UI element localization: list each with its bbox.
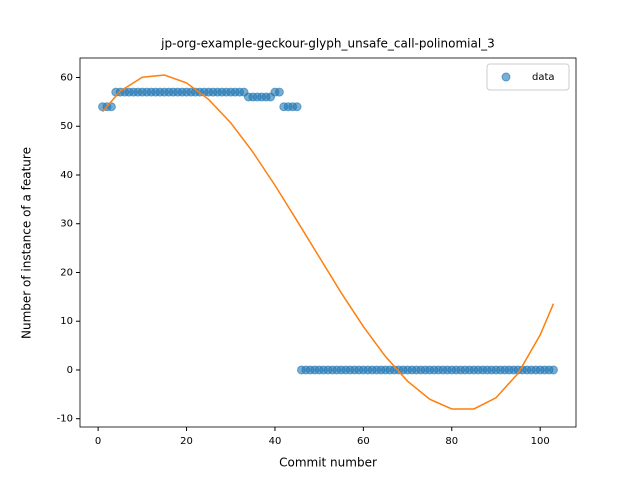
x-tick-label: 40	[269, 436, 282, 447]
y-tick-label: 60	[60, 72, 73, 83]
data-point	[274, 87, 284, 97]
legend-label: data	[532, 72, 555, 83]
y-tick-label: 0	[67, 365, 73, 376]
x-axis-label: Commit number	[279, 456, 377, 470]
data-point	[548, 365, 558, 375]
x-tick-label: 20	[180, 436, 193, 447]
y-tick-label: 10	[60, 316, 73, 327]
y-tick-label: 40	[60, 170, 73, 181]
legend-marker	[501, 72, 511, 82]
y-tick-label: 50	[60, 121, 73, 132]
x-tick-label: 100	[531, 436, 550, 447]
y-axis-label: Number of instance of a feature	[20, 147, 34, 339]
x-tick-label: 60	[357, 436, 370, 447]
plot-frame	[79, 57, 577, 428]
data-point	[292, 102, 302, 112]
y-tick-label: 20	[60, 267, 73, 278]
y-tick-label: -10	[57, 414, 73, 425]
fit-line	[101, 74, 555, 410]
y-tick-label: 30	[60, 219, 73, 230]
x-tick-label: 80	[445, 436, 458, 447]
legend-box	[486, 63, 570, 91]
x-tick-label: 0	[95, 436, 101, 447]
chart-title: jp-org-example-geckour-glyph_unsafe_call…	[160, 37, 495, 51]
